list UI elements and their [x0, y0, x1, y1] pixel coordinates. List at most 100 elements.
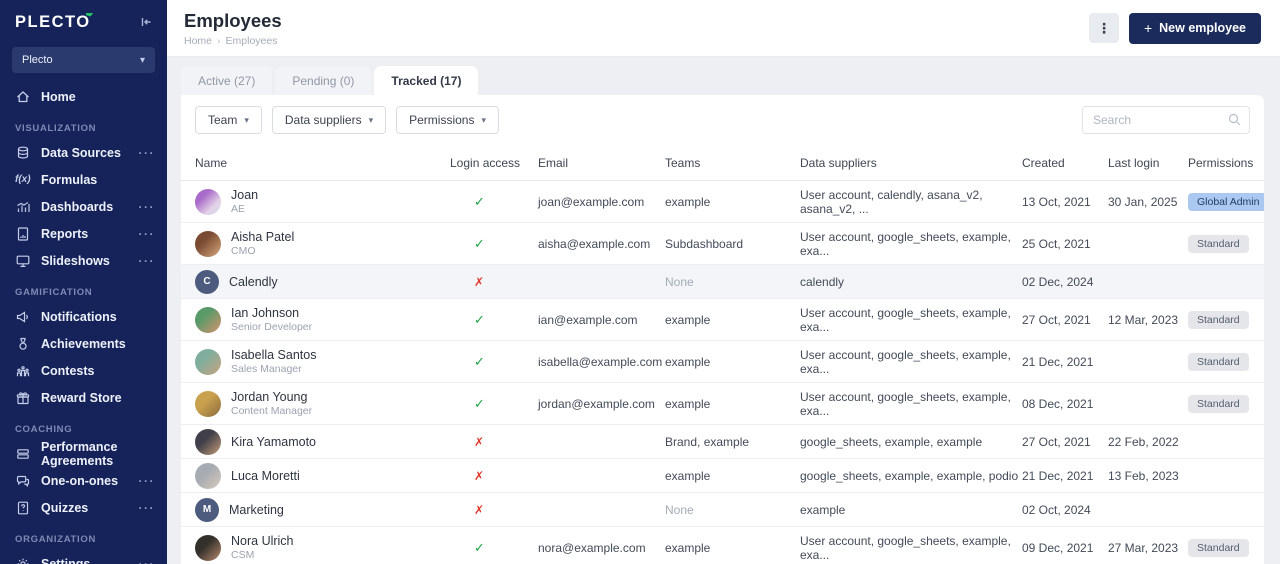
employees-table-card: Team▾ Data suppliers▾ Permissions▾ Name …: [181, 95, 1264, 564]
tab-tracked[interactable]: Tracked (17): [374, 66, 479, 95]
table-row[interactable]: Nora Ulrich CSM ✓ nora@example.com exampl…: [181, 527, 1264, 564]
avatar: [195, 230, 221, 257]
sidebar-item-performance-agreements[interactable]: Performance Agreements: [0, 440, 167, 468]
breadcrumb-separator: ›: [217, 34, 221, 47]
quiz-icon: [17, 501, 29, 514]
more-icon[interactable]: ···: [138, 473, 155, 488]
agreement-icon: [17, 448, 29, 459]
table-row[interactable]: Joan AE ✓ joan@example.com example User a…: [181, 181, 1264, 223]
employee-teams: Subdashboard: [665, 236, 744, 251]
more-icon[interactable]: ···: [138, 199, 155, 214]
sidebar-item-formulas[interactable]: f(x) Formulas: [15, 172, 98, 187]
more-icon[interactable]: ···: [138, 500, 155, 515]
check-icon: ✓: [474, 193, 485, 209]
employee-created: 02 Dec, 2024: [1022, 274, 1094, 289]
employee-role: CSM: [231, 549, 255, 561]
sidebar-item-reports[interactable]: Reports ···: [0, 220, 167, 247]
cross-icon: ✗: [474, 468, 485, 483]
data-suppliers-filter[interactable]: Data suppliers ▾: [271, 106, 387, 134]
more-icon[interactable]: ···: [138, 253, 155, 268]
chevron-down-icon: ▾: [139, 54, 145, 66]
table-row[interactable]: Isabella Santos Sales Manager ✓ isabella@…: [181, 341, 1264, 383]
employee-email: nora@example.com: [538, 540, 646, 555]
search-input[interactable]: [1082, 106, 1250, 134]
sidebar-item-quizzes[interactable]: Quizzes ···: [0, 494, 167, 521]
employee-suppliers: google_sheets, example, example, podio: [800, 468, 1019, 483]
chevron-down-icon: ▾: [481, 114, 487, 125]
organization-selector[interactable]: Plecto ▾: [12, 47, 155, 73]
sidebar-item-dashboards[interactable]: Dashboards ···: [0, 193, 167, 220]
table-row[interactable]: Aisha Patel CMO ✓ aisha@example.com Subda…: [181, 223, 1264, 265]
permission-badge: Standard: [1188, 234, 1249, 253]
employee-teams: example: [665, 312, 711, 327]
report-icon: [17, 226, 29, 241]
check-icon: ✓: [474, 353, 485, 369]
permissions-filter[interactable]: Permissions ▾: [396, 106, 500, 134]
sidebar-item-settings[interactable]: Settings ···: [0, 550, 167, 564]
employee-created: 25 Oct, 2021: [1022, 236, 1091, 251]
more-icon[interactable]: ···: [138, 556, 155, 564]
table-row[interactable]: Luca Moretti ✗ example google_sheets, ex…: [181, 459, 1264, 493]
employee-teams: None: [665, 502, 694, 517]
table-row[interactable]: Ian Johnson Senior Developer ✓ ian@exampl…: [181, 299, 1264, 341]
database-icon: [17, 146, 29, 159]
col-permissions: Permissions: [1188, 155, 1254, 170]
sidebar-collapse-icon[interactable]: [138, 14, 154, 30]
tab-active[interactable]: Active (27): [181, 66, 273, 95]
employee-last-login: 30 Jan, 2025: [1108, 194, 1178, 209]
employee-last-login: 22 Feb, 2022: [1108, 434, 1179, 449]
table-row[interactable]: M Marketing ✗ None example 02 Oct, 2024: [181, 493, 1264, 527]
table-row[interactable]: Jordan Young Content Manager ✓ jordan@exa…: [181, 383, 1264, 425]
table-row[interactable]: C Calendly ✗ None calendly 02 Dec, 2024: [181, 265, 1264, 299]
more-icon[interactable]: ···: [138, 145, 155, 160]
employee-role: CMO: [231, 245, 256, 257]
employee-teams: example: [665, 468, 711, 483]
sidebar-item-home[interactable]: Home: [0, 83, 167, 110]
sidebar-item-achievements[interactable]: Achievements: [0, 330, 167, 357]
employee-name: Luca Moretti: [231, 468, 300, 483]
table-row[interactable]: Kira Yamamoto ✗ Brand, example google_sh…: [181, 425, 1264, 459]
employee-created: 21 Dec, 2021: [1022, 354, 1094, 369]
employee-role: Content Manager: [231, 405, 313, 417]
employee-name: Isabella Santos: [231, 348, 317, 362]
col-last-login: Last login: [1108, 155, 1160, 170]
sidebar-item-contests[interactable]: Contests: [0, 357, 167, 384]
breadcrumb: Home › Employees: [184, 35, 282, 47]
employee-suppliers: User account, google_sheets, example, ex…: [800, 305, 1011, 334]
new-employee-button[interactable]: + New employee: [1128, 12, 1261, 44]
permission-badge: Standard: [1188, 394, 1249, 413]
permission-badge: Global Admin: [1188, 192, 1264, 211]
sidebar-item-one-on-ones[interactable]: One-on-ones ···: [0, 467, 167, 494]
plecto-logo: PLECTO: [15, 12, 93, 31]
employee-name: Calendly: [229, 274, 278, 289]
employee-teams: Brand, example: [665, 434, 750, 449]
employee-tabs: Active (27) Pending (0) Tracked (17): [167, 57, 1280, 95]
cross-icon: ✗: [474, 274, 485, 289]
medal-icon: [19, 337, 27, 350]
dashboard-icon: [17, 201, 30, 212]
permission-badge: Standard: [1188, 538, 1249, 557]
logo-accent: [85, 12, 93, 20]
sidebar-item-notifications[interactable]: Notifications: [0, 303, 167, 330]
col-data-suppliers: Data suppliers: [800, 155, 877, 170]
section-gamification: GAMIFICATION: [15, 287, 93, 298]
sidebar-item-slideshows[interactable]: Slideshows ···: [0, 247, 167, 274]
employee-suppliers: calendly: [800, 274, 845, 289]
team-filter[interactable]: Team ▾: [195, 106, 262, 134]
breadcrumb-home[interactable]: Home: [184, 34, 213, 47]
more-actions-button[interactable]: ⋮: [1088, 13, 1119, 43]
sidebar-item-reward-store[interactable]: Reward Store: [0, 384, 167, 411]
avatar: [195, 390, 221, 417]
more-icon[interactable]: ···: [138, 226, 155, 241]
section-organization: ORGANIZATION: [15, 534, 97, 545]
search-icon: [1228, 113, 1241, 126]
sidebar-item-data-sources[interactable]: Data Sources ···: [0, 139, 167, 166]
tab-pending[interactable]: Pending (0): [275, 66, 372, 95]
employee-name: Marketing: [229, 502, 284, 517]
employee-suppliers: google_sheets, example, example: [800, 434, 983, 449]
cross-icon: ✗: [474, 502, 485, 517]
check-icon: ✓: [474, 395, 485, 411]
megaphone-icon: [16, 310, 28, 323]
avatar: [195, 534, 221, 561]
avatar: [195, 462, 221, 489]
